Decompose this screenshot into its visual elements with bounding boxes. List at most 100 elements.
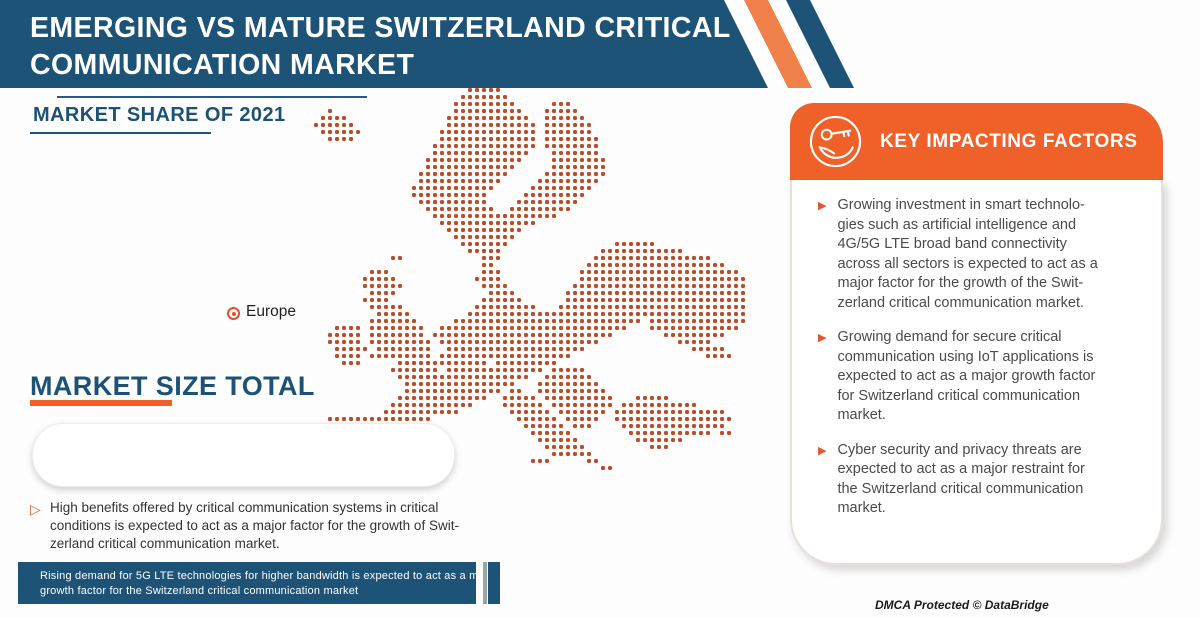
map-dot [608,277,612,281]
map-dot [391,347,395,351]
map-dot [496,179,500,183]
map-dot [692,403,696,407]
map-dot [342,326,346,330]
map-dot [650,305,654,309]
map-dot [545,172,549,176]
map-dot [468,396,472,400]
map-dot [692,319,696,323]
map-dot [517,375,521,379]
map-dot [531,137,535,141]
factor-item-text: Cyber security and privacy threats are e… [837,441,1085,517]
map-dot [552,354,556,358]
map-dot [482,88,486,92]
map-dot [657,298,661,302]
map-dot [713,326,717,330]
map-dot [461,333,465,337]
map-dot [447,396,451,400]
map-dot [587,382,591,386]
map-dot [587,277,591,281]
map-dot [433,375,437,379]
map-dot [468,102,472,106]
map-dot [468,312,472,316]
map-dot [566,431,570,435]
map-dot [692,270,696,274]
map-dot [384,333,388,337]
map-dot [538,193,542,197]
map-dot [405,347,409,351]
map-dot [440,326,444,330]
map-dot [741,319,745,323]
map-dot [643,424,647,428]
map-dot [552,396,556,400]
map-dot [615,326,619,330]
map-dot [566,130,570,134]
map-dot [468,347,472,351]
map-dot [510,382,514,386]
map-dot [496,235,500,239]
map-dot [524,214,528,218]
map-dot [594,382,598,386]
map-dot [706,284,710,288]
map-dot [412,396,416,400]
map-dot [545,333,549,337]
map-dot [426,158,430,162]
map-dot [615,291,619,295]
map-dot [321,130,325,134]
map-dot [580,144,584,148]
map-dot [440,396,444,400]
map-dot [706,319,710,323]
map-dot [671,403,675,407]
map-dot [615,410,619,414]
map-dot [447,375,451,379]
map-dot [496,284,500,288]
map-dot [706,256,710,260]
map-dot [489,221,493,225]
map-dot [692,417,696,421]
map-dot [468,403,472,407]
map-dot [524,221,528,225]
map-dot [636,256,640,260]
map-dot [622,417,626,421]
map-dot [524,144,528,148]
map-dot [328,340,332,344]
map-dot [643,291,647,295]
map-dot [475,361,479,365]
map-dot [503,298,507,302]
map-dot [741,291,745,295]
map-dot [573,410,577,414]
map-dot [573,396,577,400]
map-dot [482,200,486,204]
map-dot [391,312,395,316]
map-dot [370,326,374,330]
map-dot [475,137,479,141]
map-dot [685,431,689,435]
map-dot [370,291,374,295]
map-dot [566,438,570,442]
map-dot [475,102,479,106]
map-dot [475,88,479,92]
map-dot [454,151,458,155]
map-dot [741,312,745,316]
map-dot [692,347,696,351]
map-dot [426,375,430,379]
map-dot [615,284,619,288]
map-dot [685,410,689,414]
map-dot [468,88,472,92]
map-dot [615,277,619,281]
map-dot [433,403,437,407]
map-dot [503,403,507,407]
map-dot [538,214,542,218]
map-dot [566,151,570,155]
map-dot [468,368,472,372]
map-dot [601,270,605,274]
map-dot [650,445,654,449]
bottom-bar-text: Rising demand for 5G LTE technologies fo… [40,570,497,597]
map-dot [622,305,626,309]
map-dot [573,340,577,344]
map-dot [573,298,577,302]
map-dot [482,207,486,211]
map-dot [636,277,640,281]
map-dot [489,144,493,148]
triangle-bullet-icon: ▶ [818,444,827,457]
europe-label: Europe [246,303,296,320]
